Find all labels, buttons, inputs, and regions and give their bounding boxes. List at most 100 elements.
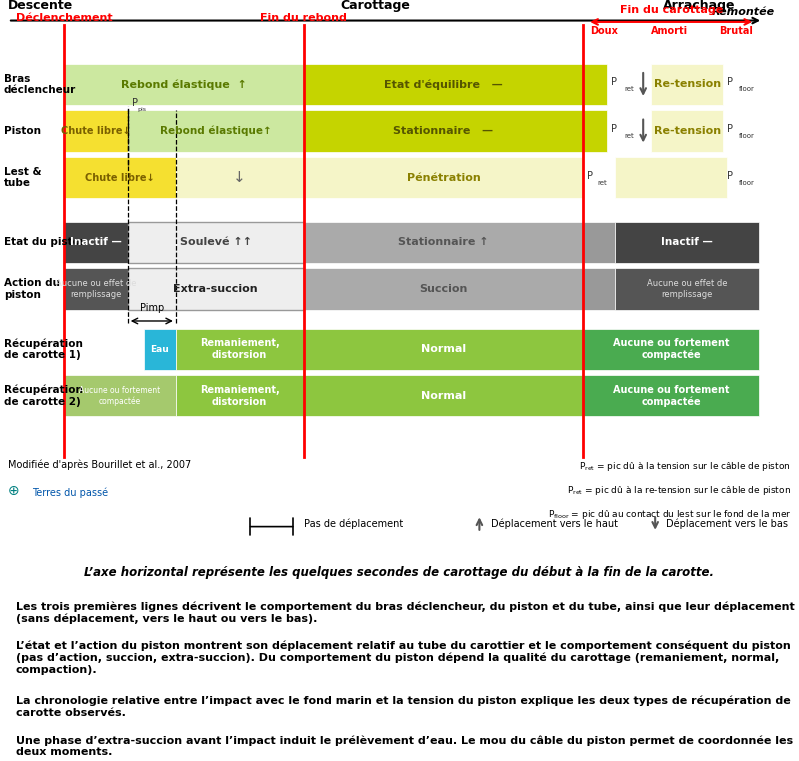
Text: La chronologie relative entre l’impact avec le fond marin et la tension du pisto: La chronologie relative entre l’impact a… bbox=[16, 696, 791, 718]
Bar bbox=[583, 329, 759, 370]
Text: Aucune ou effet de
remplissage: Aucune ou effet de remplissage bbox=[647, 279, 727, 299]
Bar bbox=[64, 269, 128, 310]
Text: Les trois premières lignes décrivent le comportement du bras déclencheur, du pis: Les trois premières lignes décrivent le … bbox=[16, 601, 795, 624]
Bar bbox=[615, 269, 759, 310]
Text: P: P bbox=[611, 124, 618, 134]
Text: P: P bbox=[727, 78, 733, 88]
Bar bbox=[304, 375, 583, 416]
Bar bbox=[176, 375, 304, 416]
Text: Arrachage: Arrachage bbox=[663, 0, 735, 12]
Text: Extra-succion: Extra-succion bbox=[173, 284, 258, 294]
Text: Brutal: Brutal bbox=[720, 26, 753, 36]
Text: Carottage: Carottage bbox=[340, 0, 411, 12]
Text: L’axe horizontal représente les quelques secondes de carottage du début à la fin: L’axe horizontal représente les quelques… bbox=[85, 566, 714, 579]
Text: P: P bbox=[587, 170, 594, 180]
Bar bbox=[583, 269, 615, 310]
Text: Stationnaire   —: Stationnaire — bbox=[393, 126, 494, 136]
Text: Remaniement,
distorsion: Remaniement, distorsion bbox=[200, 385, 280, 406]
Text: Aucune ou fortement
compactée: Aucune ou fortement compactée bbox=[79, 386, 161, 406]
Text: P$_{\rm ret}$ = pic dû à la re-tension sur le câble de piston: P$_{\rm ret}$ = pic dû à la re-tension s… bbox=[567, 484, 791, 497]
Text: ↓: ↓ bbox=[233, 170, 246, 185]
Text: P: P bbox=[132, 98, 138, 108]
Text: Déplacement vers le bas: Déplacement vers le bas bbox=[666, 518, 789, 529]
Bar bbox=[304, 329, 583, 370]
Text: L’état et l’action du piston montrent son déplacement relatif au tube du carotti: L’état et l’action du piston montrent so… bbox=[16, 641, 791, 675]
Text: ret: ret bbox=[598, 180, 607, 186]
Text: Bras
déclencheur: Bras déclencheur bbox=[4, 74, 76, 95]
Text: Terres du passé: Terres du passé bbox=[32, 487, 108, 498]
Text: floor: floor bbox=[739, 180, 755, 186]
Text: Rebond élastique↑: Rebond élastique↑ bbox=[160, 126, 272, 136]
Bar bbox=[615, 157, 727, 198]
Bar bbox=[176, 329, 304, 370]
Text: Récupération
de carotte 2): Récupération de carotte 2) bbox=[4, 385, 83, 407]
Text: ret: ret bbox=[625, 133, 634, 139]
Text: Inactif —: Inactif — bbox=[662, 237, 713, 247]
Bar bbox=[64, 222, 128, 263]
Text: Inactif —: Inactif — bbox=[70, 237, 121, 247]
Text: Re-tension: Re-tension bbox=[654, 79, 721, 90]
Bar bbox=[176, 157, 304, 198]
Text: P$_{\rm ret}$ = pic dû à la tension sur le câble de piston: P$_{\rm ret}$ = pic dû à la tension sur … bbox=[579, 460, 791, 473]
Text: Doux: Doux bbox=[590, 26, 618, 36]
Bar bbox=[615, 222, 759, 263]
Bar bbox=[651, 64, 723, 105]
Text: P: P bbox=[727, 170, 733, 180]
Text: P: P bbox=[727, 124, 733, 134]
Text: Soulevé ↑↑: Soulevé ↑↑ bbox=[180, 237, 252, 247]
Text: Re-tension: Re-tension bbox=[654, 126, 721, 136]
Text: Lest &
tube: Lest & tube bbox=[4, 167, 42, 189]
Text: Rebond élastique  ↑: Rebond élastique ↑ bbox=[121, 79, 247, 90]
Text: ret: ret bbox=[625, 87, 634, 92]
Text: Piston: Piston bbox=[4, 126, 41, 136]
Text: Etat du piston: Etat du piston bbox=[4, 237, 87, 247]
Text: P$_{\rm floor}$ = pic dû au contact du lest sur le fond de la mer: P$_{\rm floor}$ = pic dû au contact du l… bbox=[547, 508, 791, 521]
Text: Déplacement vers le haut: Déplacement vers le haut bbox=[491, 518, 618, 529]
Bar bbox=[651, 110, 723, 151]
Text: Remaniement,
distorsion: Remaniement, distorsion bbox=[200, 339, 280, 360]
Text: Action du
piston: Action du piston bbox=[4, 279, 60, 300]
Text: floor: floor bbox=[739, 87, 755, 92]
Text: Pimp: Pimp bbox=[140, 303, 164, 313]
Text: Déclenchement: Déclenchement bbox=[16, 13, 112, 23]
Text: Chute libre↓: Chute libre↓ bbox=[61, 126, 131, 136]
Text: Pas de déplacement: Pas de déplacement bbox=[304, 518, 403, 529]
Text: ⊕: ⊕ bbox=[8, 484, 20, 498]
Text: Modifiée d'après Bourillet et al., 2007: Modifiée d'après Bourillet et al., 2007 bbox=[8, 460, 191, 470]
Bar bbox=[64, 64, 304, 105]
Text: Une phase d’extra-succion avant l’impact induit le prélèvement d’eau. Le mou du : Une phase d’extra-succion avant l’impact… bbox=[16, 735, 793, 757]
Text: Chute libre↓: Chute libre↓ bbox=[85, 173, 155, 183]
Text: pis: pis bbox=[137, 107, 146, 112]
Bar bbox=[64, 157, 176, 198]
Bar bbox=[64, 375, 176, 416]
Bar bbox=[128, 269, 304, 310]
Text: P: P bbox=[611, 78, 618, 88]
Text: Etat d'équilibre   —: Etat d'équilibre — bbox=[384, 79, 503, 90]
Text: Fin du rebond: Fin du rebond bbox=[260, 13, 347, 23]
Bar bbox=[304, 157, 583, 198]
Text: Succion: Succion bbox=[419, 284, 467, 294]
Text: Amorti: Amorti bbox=[650, 26, 688, 36]
Text: Pénétration: Pénétration bbox=[407, 173, 480, 183]
Bar bbox=[583, 375, 759, 416]
Bar bbox=[64, 329, 144, 370]
Bar bbox=[64, 110, 128, 151]
Bar bbox=[304, 64, 583, 105]
Text: Normal: Normal bbox=[421, 391, 466, 401]
Text: Aucune ou effet de
remplissage: Aucune ou effet de remplissage bbox=[56, 279, 136, 299]
Bar bbox=[128, 222, 304, 263]
Bar bbox=[144, 329, 176, 370]
Bar bbox=[583, 222, 615, 263]
Text: Remontée: Remontée bbox=[712, 7, 775, 17]
Bar bbox=[304, 222, 583, 263]
Text: Fin du carottage: Fin du carottage bbox=[619, 5, 723, 15]
Text: Aucune ou fortement
compactée: Aucune ou fortement compactée bbox=[613, 338, 729, 361]
Bar bbox=[304, 110, 583, 151]
Bar bbox=[304, 269, 583, 310]
Text: Stationnaire ↑: Stationnaire ↑ bbox=[398, 237, 489, 247]
Bar bbox=[583, 110, 607, 151]
Text: floor: floor bbox=[739, 133, 755, 139]
Text: Récupération
de carotte 1): Récupération de carotte 1) bbox=[4, 338, 83, 361]
Text: Descente: Descente bbox=[8, 0, 74, 12]
Bar bbox=[128, 110, 304, 151]
